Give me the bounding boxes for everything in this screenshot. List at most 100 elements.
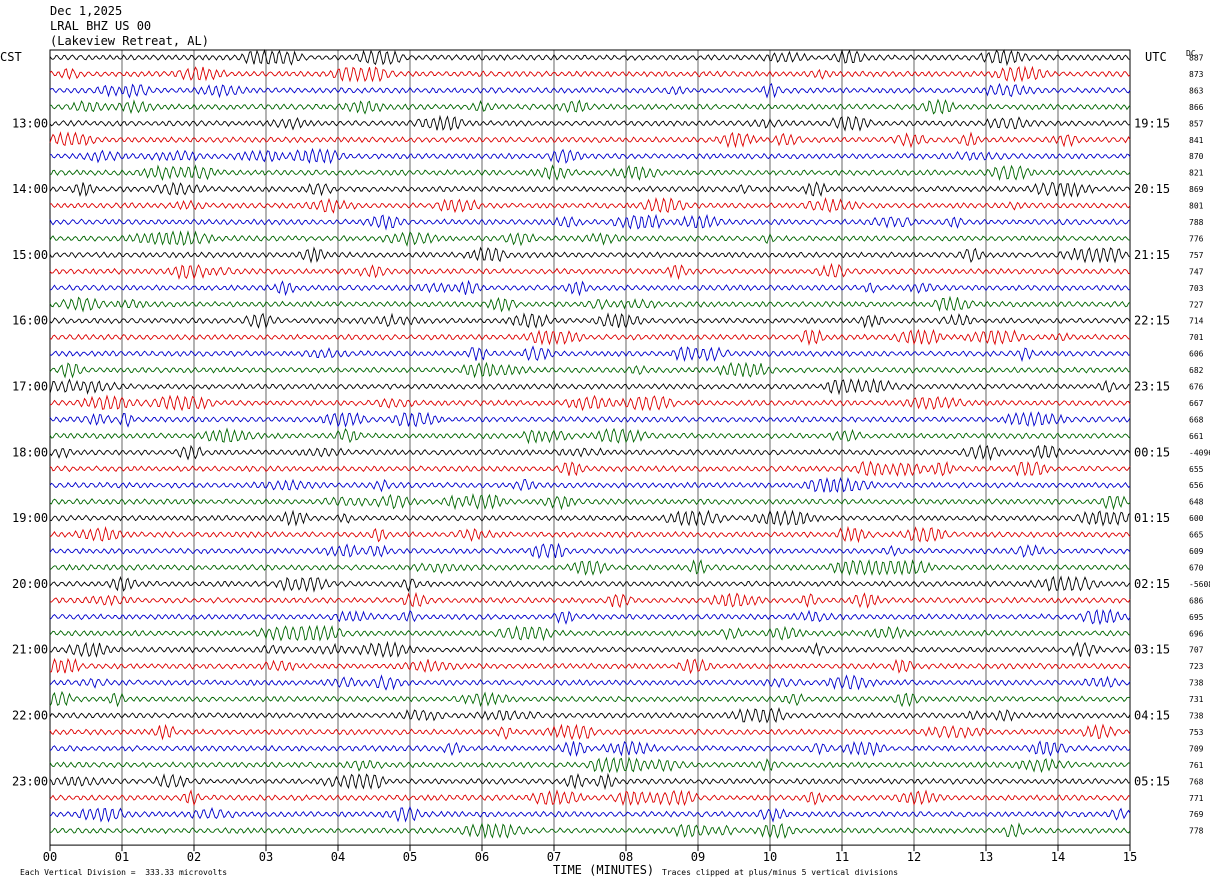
left-zone-label: CST <box>0 50 22 64</box>
trace-line <box>49 361 1131 379</box>
trace-line <box>49 279 1131 297</box>
dc-offset-label: 887 <box>1189 54 1204 63</box>
dc-offset-label: 863 <box>1189 86 1204 95</box>
dc-offset-label: 723 <box>1189 662 1204 671</box>
dc-offset-labels: 887 873 863 866 857 841 870 821 869 801 788 776 757 7… <box>1189 54 1210 836</box>
dc-offset-label: 747 <box>1189 267 1204 276</box>
trace-line <box>49 230 1131 247</box>
dc-offset-label: 857 <box>1189 119 1204 128</box>
x-tick-label: 15 <box>1123 850 1137 864</box>
dc-offset-label: 788 <box>1189 218 1204 227</box>
trace-line <box>49 591 1131 609</box>
cst-hour-label: 13:00 <box>12 116 48 130</box>
x-tick-label: 00 <box>43 850 57 864</box>
dc-offset-label: 676 <box>1189 383 1204 392</box>
dc-offset-label: 727 <box>1189 300 1204 309</box>
dc-offset-label: 709 <box>1189 744 1204 753</box>
trace-line <box>49 806 1131 823</box>
header-date: Dec 1,2025 <box>50 4 123 18</box>
trace-line <box>49 460 1131 477</box>
dc-offset-label: 769 <box>1189 810 1204 819</box>
x-tick-label: 13 <box>979 850 993 864</box>
dc-offset-label: 655 <box>1189 465 1204 474</box>
x-tick-label: 14 <box>1051 850 1065 864</box>
dc-offset-label: 648 <box>1189 498 1204 507</box>
clip-note: Traces clipped at plus/minus 5 vertical … <box>662 868 899 877</box>
trace-line <box>49 509 1131 527</box>
cst-hour-label: 15:00 <box>12 248 48 262</box>
trace-line <box>49 707 1131 724</box>
dc-offset-label: 768 <box>1189 777 1204 786</box>
utc-hour-label: 01:15 <box>1134 511 1170 525</box>
utc-hour-label: 05:15 <box>1134 774 1170 788</box>
trace-line <box>49 477 1131 493</box>
dc-offset-label: 714 <box>1189 317 1204 326</box>
cst-hour-label: 20:00 <box>12 577 48 591</box>
trace-line <box>49 48 1131 67</box>
trace-line <box>49 131 1131 149</box>
trace-line <box>49 674 1131 691</box>
trace-line <box>49 690 1131 708</box>
x-tick-label: 06 <box>475 850 489 864</box>
trace-line <box>49 657 1131 675</box>
cst-hour-labels: 13:00 14:00 15:00 16:00 17:00 18:00 19:00 20:00… <box>12 116 48 788</box>
dc-offset-label: 761 <box>1189 761 1204 770</box>
x-tick-label: 01 <box>115 850 129 864</box>
trace-line <box>49 377 1131 396</box>
header-location: (Lakeview Retreat, AL) <box>50 34 209 48</box>
dc-offset-label: 866 <box>1189 103 1204 112</box>
trace-line <box>49 181 1131 198</box>
utc-hour-label: 19:15 <box>1134 116 1170 130</box>
trace-line <box>49 82 1131 99</box>
trace-line <box>50 147 1131 165</box>
trace-line <box>49 444 1131 461</box>
trace-line <box>49 246 1131 264</box>
trace-line <box>49 756 1131 774</box>
trace-line <box>49 262 1131 280</box>
x-tick-label: 05 <box>403 850 417 864</box>
dc-offset-label: 656 <box>1189 481 1204 490</box>
utc-hour-label: 00:15 <box>1134 445 1170 459</box>
trace-line <box>49 525 1131 544</box>
dc-offset-label: 661 <box>1189 432 1204 441</box>
x-axis-tick-labels: 00 01 02 03 04 05 06 07 08 09 10 11 12 13 14 15 <box>43 850 1137 864</box>
trace-line <box>49 492 1131 511</box>
dc-offset-label: 703 <box>1189 284 1204 293</box>
dc-offset-label: 686 <box>1189 596 1204 605</box>
dc-label: DC <box>1186 49 1196 58</box>
seismic-traces <box>49 48 1131 840</box>
utc-hour-label: 02:15 <box>1134 577 1170 591</box>
utc-hour-labels: 19:15 20:15 21:15 22:15 23:15 00:15 01:15 02:15… <box>1134 116 1170 788</box>
trace-line <box>49 196 1131 214</box>
dc-offset-label: 600 <box>1189 514 1204 523</box>
x-tick-label: 11 <box>835 850 849 864</box>
cst-hour-label: 14:00 <box>12 182 48 196</box>
dc-offset-label: 753 <box>1189 728 1204 737</box>
x-tick-label: 09 <box>691 850 705 864</box>
cst-hour-label: 22:00 <box>12 709 48 723</box>
utc-hour-label: 22:15 <box>1134 314 1170 328</box>
trace-line <box>49 608 1131 626</box>
x-tick-label: 04 <box>331 850 345 864</box>
trace-line <box>49 213 1131 231</box>
minute-gridlines <box>49 49 1131 852</box>
x-axis-title: TIME (MINUTES) <box>553 863 655 877</box>
dc-offset-label: 682 <box>1189 366 1204 375</box>
trace-line <box>49 114 1131 132</box>
dc-offset-label: 841 <box>1189 136 1204 145</box>
trace-line <box>49 624 1131 642</box>
utc-hour-label: 20:15 <box>1134 182 1170 196</box>
dc-offset-label: -5608 <box>1189 580 1210 589</box>
trace-line <box>49 772 1131 791</box>
trace-line <box>49 542 1131 560</box>
utc-hour-label: 04:15 <box>1134 709 1170 723</box>
trace-line <box>49 312 1131 330</box>
cst-hour-label: 17:00 <box>12 380 48 394</box>
dc-offset-label: 738 <box>1189 712 1204 721</box>
x-tick-label: 07 <box>547 850 561 864</box>
trace-line <box>49 789 1131 807</box>
dc-offset-label: 665 <box>1189 531 1204 540</box>
dc-offset-label: 707 <box>1189 646 1204 655</box>
dc-offset-label: 696 <box>1189 629 1204 638</box>
